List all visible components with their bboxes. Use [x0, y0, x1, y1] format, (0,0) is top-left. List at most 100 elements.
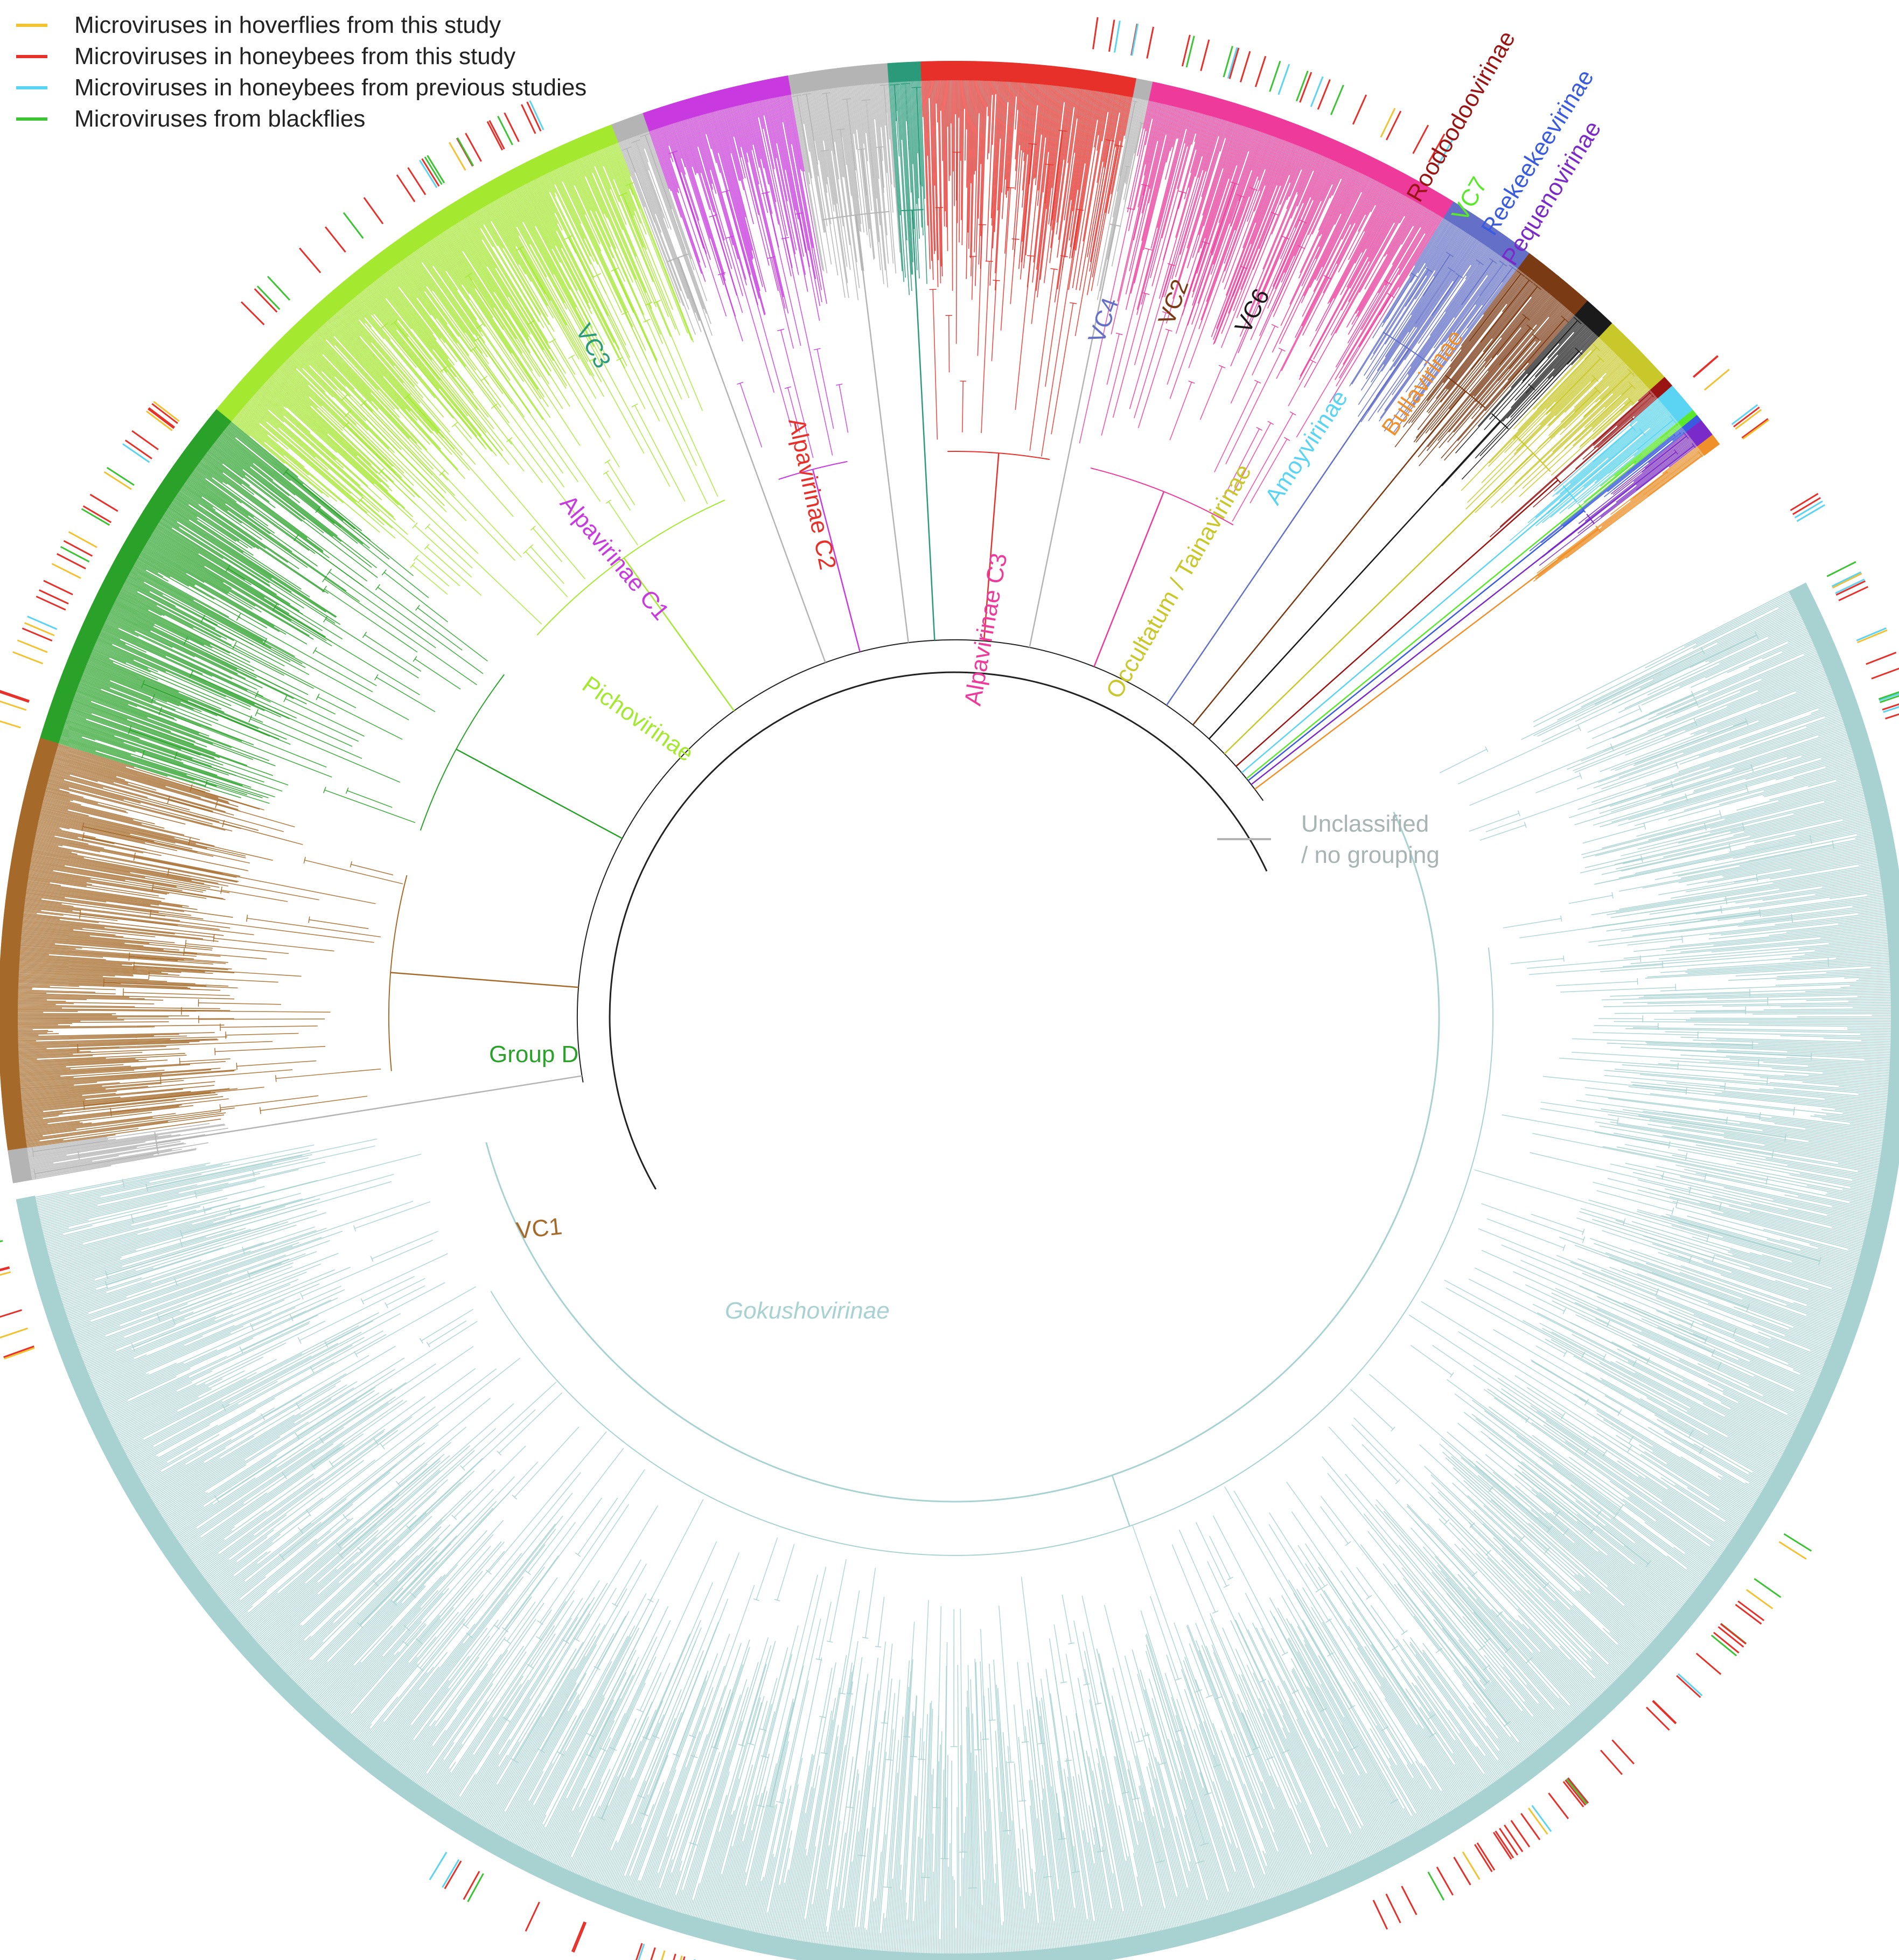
annotation-mark — [43, 580, 73, 596]
internal-branch — [426, 546, 482, 596]
sub-arc — [862, 1637, 869, 1639]
internal-branch — [176, 1201, 414, 1282]
sub-arc — [1579, 772, 1582, 779]
internal-branch — [1134, 312, 1167, 418]
annotation-mark — [1879, 693, 1899, 701]
annotation-mark — [1527, 1808, 1548, 1835]
sub-arc — [1533, 283, 1541, 290]
sub-arc — [836, 383, 843, 386]
internal-branch — [1268, 1512, 1319, 1591]
tip-fan — [1394, 253, 1588, 466]
annotation-mark — [22, 627, 53, 641]
internal-branch — [1232, 422, 1272, 494]
internal-branch — [787, 387, 800, 433]
annotation-mark — [1412, 124, 1429, 154]
clade-rim-band — [1682, 415, 1702, 433]
sub-arc — [362, 631, 367, 638]
annotation-mark — [525, 1901, 540, 1932]
internal-branch — [592, 359, 645, 454]
internal-branch — [829, 1559, 847, 1642]
clade-trunk — [1192, 390, 1467, 726]
clade-arc — [947, 451, 1050, 460]
internal-branch — [325, 618, 419, 679]
sub-arc — [1639, 955, 1642, 962]
annotation-mark — [1871, 667, 1899, 680]
annotation-mark — [82, 505, 112, 524]
internal-branch — [1530, 1152, 1691, 1191]
annotation-mark — [1436, 1866, 1454, 1896]
internal-branch — [1362, 1444, 1399, 1482]
annotation-mark — [0, 1240, 3, 1243]
internal-branch — [1297, 1545, 1325, 1587]
sub-arc — [324, 1341, 329, 1348]
internal-branch — [1583, 372, 1631, 418]
internal-branch — [1439, 749, 1487, 773]
internal-branch — [763, 1678, 778, 1730]
sub-arc — [536, 1636, 543, 1641]
internal-branch — [364, 634, 422, 672]
internal-branch — [1592, 694, 1693, 740]
annotation-mark — [427, 155, 445, 184]
internal-branch — [264, 641, 409, 721]
annotation-mark — [1826, 561, 1856, 577]
clade-rim-band — [888, 61, 922, 83]
internal-branch — [639, 1541, 717, 1711]
internal-branch — [1535, 775, 1581, 793]
sub-arc — [354, 1351, 358, 1358]
sub-arc — [575, 1552, 581, 1557]
sub-arc — [1525, 1417, 1530, 1423]
internal-branch — [488, 1431, 607, 1573]
internal-branch — [1660, 961, 1828, 973]
internal-branch — [1457, 1331, 1632, 1440]
sub-arc — [1284, 437, 1290, 441]
internal-branch — [725, 191, 792, 427]
internal-branch — [962, 381, 964, 433]
sub-arc — [1526, 324, 1534, 331]
annotation-mark — [1838, 585, 1869, 602]
internal-branch — [123, 992, 230, 996]
annotation-mark — [571, 1921, 585, 1952]
internal-branch — [585, 329, 671, 487]
internal-branch — [1643, 992, 1750, 997]
sub-arc — [668, 150, 678, 155]
clade-label-alpavirinae-c2: Alpavirinae C2 — [783, 416, 841, 572]
internal-branch — [185, 943, 289, 954]
annotation-mark — [442, 1859, 460, 1888]
clade-trunk — [623, 557, 735, 712]
internal-branch — [1568, 895, 1613, 904]
sub-arc — [1517, 810, 1520, 817]
sub-arc — [525, 1570, 531, 1575]
sub-arc — [1083, 1683, 1090, 1686]
clade-trunk — [812, 469, 861, 652]
clade-label-vc1: VC1 — [515, 1213, 563, 1244]
annotation-mark — [1857, 629, 1888, 644]
annotation-mark — [1835, 578, 1865, 594]
internal-branch — [1475, 1267, 1565, 1312]
internal-branch — [215, 1046, 326, 1052]
sub-arc — [1135, 1740, 1143, 1743]
internal-branch — [1276, 277, 1328, 379]
internal-branch — [1479, 824, 1526, 841]
annotation-mark — [1693, 355, 1719, 378]
internal-branch — [443, 369, 525, 472]
sub-arc — [424, 543, 430, 550]
sub-arc — [784, 386, 791, 389]
legend-item-hoverflies: Microviruses in hoverflies from this stu… — [16, 10, 587, 41]
clade-rim-band — [40, 408, 232, 743]
sub-arc — [636, 1708, 644, 1713]
internal-branch — [1473, 1365, 1605, 1454]
internal-branch — [1572, 1051, 1759, 1064]
sub-arc — [308, 916, 310, 923]
internal-branch — [213, 938, 334, 952]
internal-branch — [1602, 1230, 1691, 1260]
sub-arc — [1629, 423, 1636, 431]
annotation-mark — [1567, 1777, 1589, 1804]
annotation-mark — [407, 167, 427, 196]
internal-branch — [530, 546, 564, 584]
internal-branch — [477, 338, 579, 483]
sub-arc — [1435, 1648, 1443, 1654]
internal-branch — [414, 525, 472, 578]
legend-label-honeybees-previous: Microviruses in honeybees from previous … — [74, 74, 587, 101]
tip-fan — [8, 1123, 229, 1183]
internal-branch — [198, 1002, 281, 1005]
